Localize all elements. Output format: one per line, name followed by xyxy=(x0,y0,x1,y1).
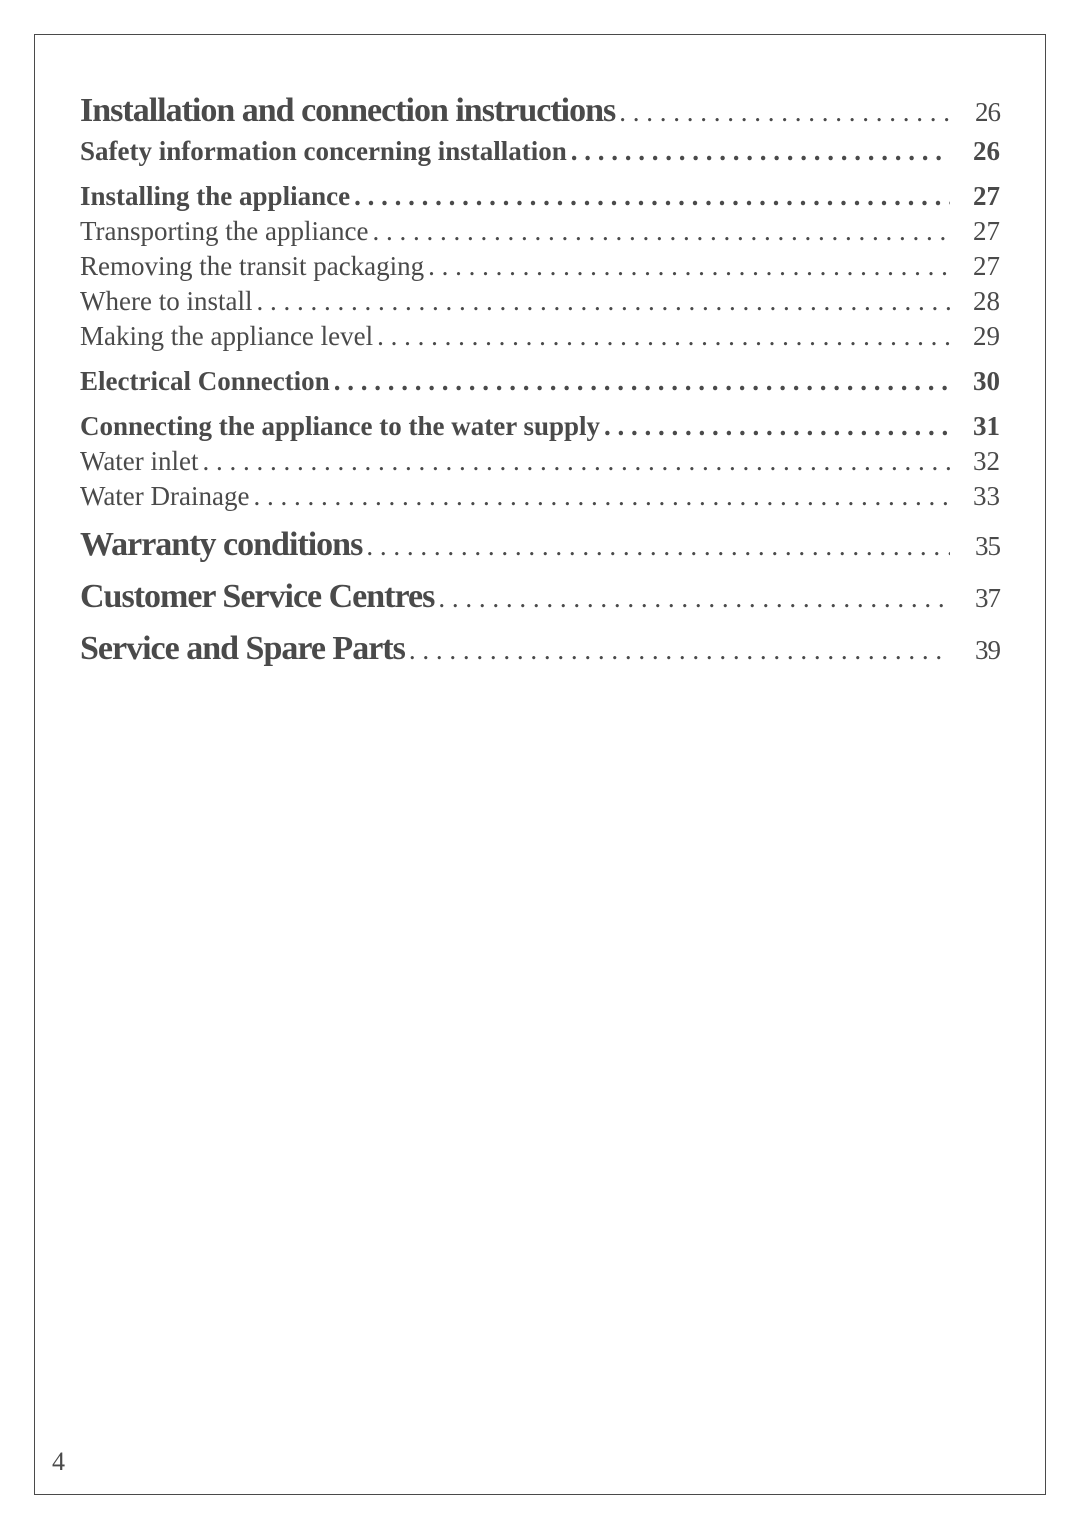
page-border xyxy=(34,34,1046,1495)
page-number: 4 xyxy=(52,1447,65,1477)
